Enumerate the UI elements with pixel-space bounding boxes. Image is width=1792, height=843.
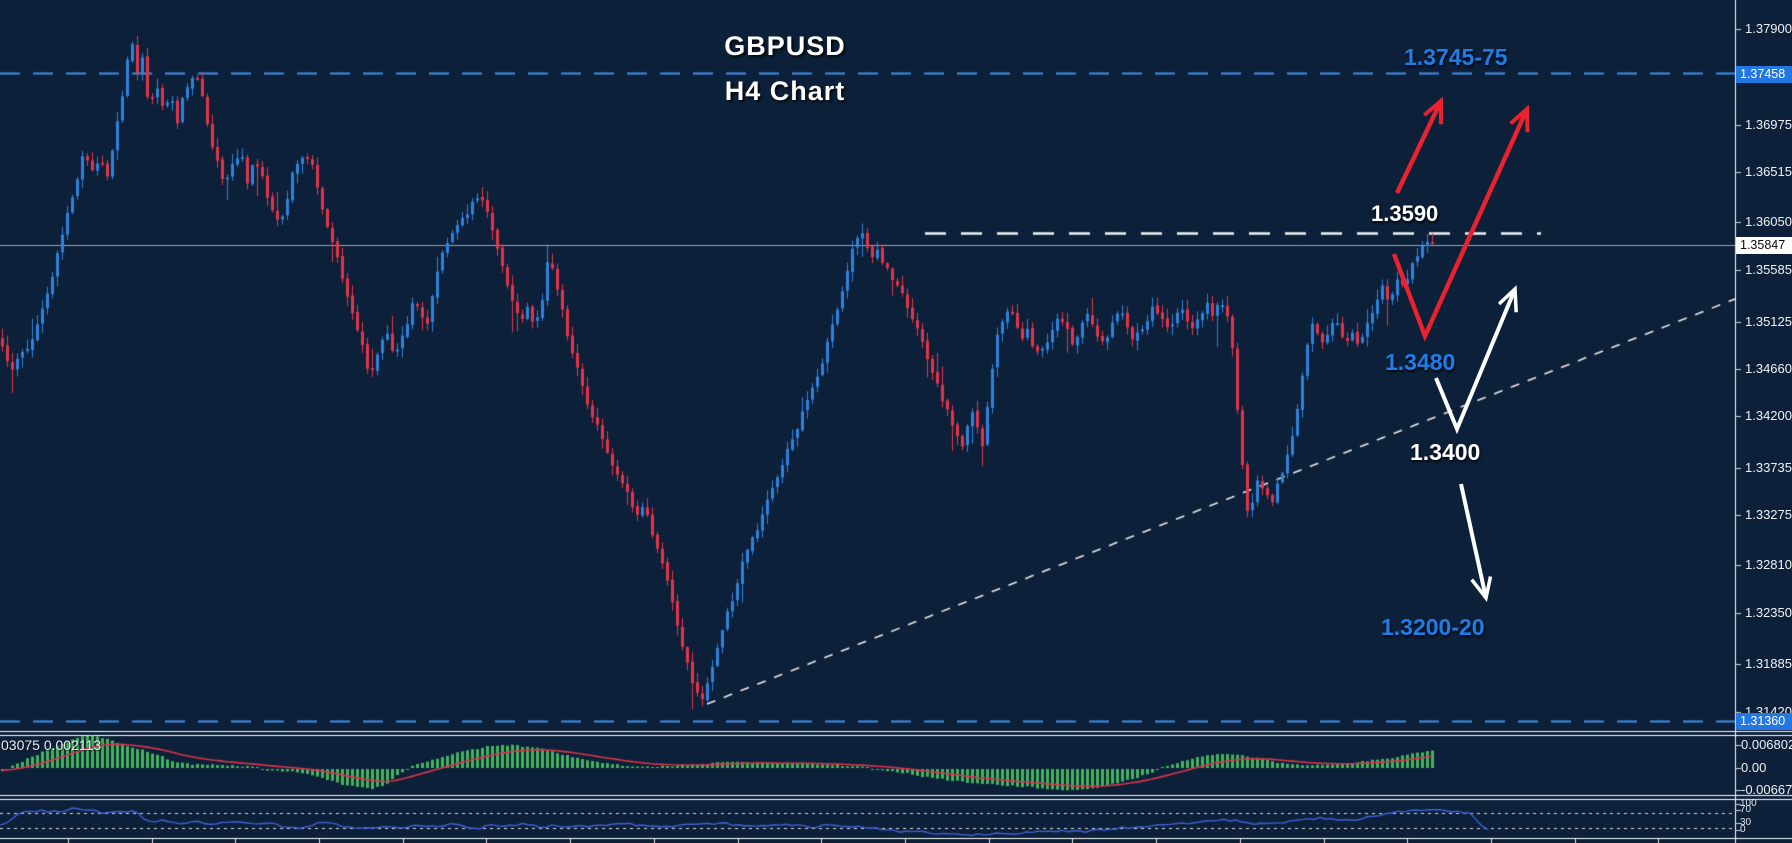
price-axis-label: 1.31885 (1745, 656, 1792, 671)
annotation-breakout-level[interactable]: 1.3590 (1371, 201, 1439, 226)
price-axis-label: 1.37900 (1745, 21, 1792, 36)
price-axis-label: 1.36050 (1745, 214, 1792, 229)
price-axis-label: 1.33275 (1745, 507, 1792, 522)
price-marker-131360: 1.31360 (1736, 713, 1792, 730)
price-axis-label: 1.35125 (1745, 314, 1792, 329)
price-axis-label: 1.33735 (1745, 460, 1792, 475)
macd-values-label: 03075 0.002113 (1, 737, 102, 753)
price-axis-label: 1.35585 (1745, 262, 1792, 277)
stochastic-axis-label: 100 (1740, 798, 1757, 809)
chart-title-symbol: GBPUSD (724, 31, 846, 61)
price-axis-label: 1.36975 (1745, 117, 1792, 132)
annotation-pullback-level[interactable]: 1.3480 (1385, 349, 1456, 375)
macd-axis-label: 0.006802 (1741, 737, 1792, 752)
macd-axis-label: -0.006672 (1741, 782, 1792, 797)
stochastic-axis-label: 30 (1740, 817, 1752, 828)
annotation-support-level[interactable]: 1.3400 (1410, 439, 1481, 465)
price-axis-label: 1.32350 (1745, 605, 1792, 620)
annotation-downside-zone[interactable]: 1.3200-20 (1381, 614, 1485, 640)
macd-axis-label: 0.00 (1741, 760, 1767, 775)
price-marker-137458: 1.37458 (1736, 66, 1792, 83)
chart-title-timeframe: H4 Chart (724, 76, 846, 106)
price-axis-label: 1.36515 (1745, 164, 1792, 179)
annotation-resistance-zone[interactable]: 1.3745-75 (1404, 44, 1508, 70)
stochastic-axis-label: 0 (1740, 824, 1746, 835)
price-axis-label: 1.34200 (1745, 408, 1792, 423)
price-axis-label: 1.34660 (1745, 361, 1792, 376)
price-marker-135847: 1.35847 (1736, 237, 1792, 254)
stochastic-axis-label: 70 (1740, 804, 1752, 815)
price-axis-label: 1.32810 (1745, 557, 1792, 572)
